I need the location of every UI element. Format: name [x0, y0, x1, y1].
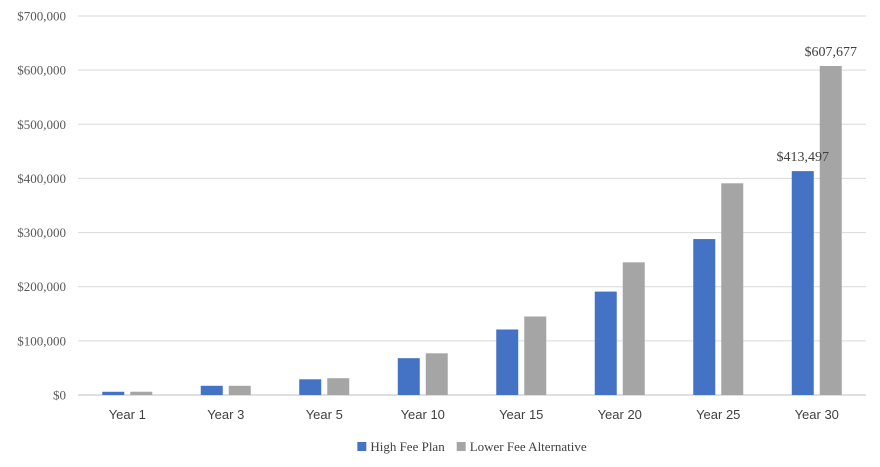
data-labels: $413,497 $607,677 — [777, 45, 858, 165]
x-tick-label: Year 25 — [696, 407, 740, 422]
y-tick-label: $300,000 — [17, 225, 66, 240]
x-tick-label: Year 1 — [109, 407, 146, 422]
x-tick-label: Year 15 — [499, 407, 543, 422]
bar-high-fee-year-25 — [693, 239, 716, 395]
y-tick-label: $400,000 — [17, 171, 66, 186]
legend-swatch — [456, 442, 466, 451]
bar-lower-fee-year-20 — [622, 262, 645, 395]
x-tick-label: Year 5 — [306, 407, 343, 422]
x-tick-label: Year 10 — [401, 407, 445, 422]
y-tick-label: $600,000 — [17, 63, 66, 78]
x-tick-label: Year 20 — [598, 407, 642, 422]
legend-label: High Fee Plan — [370, 439, 445, 454]
bar-high-fee-year-30 — [791, 171, 814, 395]
legend: High Fee Plan Lower Fee Alternative — [357, 439, 587, 454]
bar-lower-fee-year-15 — [524, 316, 547, 395]
data-label: $607,677 — [805, 45, 858, 60]
bar-lower-fee-year-10 — [425, 353, 448, 395]
bar-lower-fee-year-5 — [327, 378, 350, 395]
y-axis-tick-labels: $0 $100,000 $200,000 $300,000 $400,000 $500,0… — [17, 9, 66, 403]
gridlines — [78, 15, 866, 396]
x-axis-tick-labels: Year 1 Year 3 Year 5 Year 10 Year 15 Year 20 Y… — [109, 407, 839, 422]
bar-high-fee-year-1 — [102, 391, 125, 395]
bar-high-fee-year-5 — [299, 379, 322, 395]
bar-high-fee-year-15 — [496, 329, 519, 395]
legend-swatch — [357, 442, 367, 451]
y-tick-label: $100,000 — [17, 333, 66, 348]
bar-lower-fee-year-25 — [721, 183, 744, 395]
bars — [102, 65, 842, 395]
bar-high-fee-year-3 — [200, 385, 223, 395]
x-tick-label: Year 3 — [207, 407, 244, 422]
y-tick-label: $200,000 — [17, 279, 66, 294]
y-tick-label: $0 — [53, 388, 66, 403]
y-tick-label: $500,000 — [17, 117, 66, 132]
bar-lower-fee-year-30 — [819, 65, 842, 395]
x-tick-label: Year 30 — [795, 407, 839, 422]
bar-lower-fee-year-3 — [228, 385, 251, 395]
bar-lower-fee-year-1 — [130, 391, 153, 395]
legend-label: Lower Fee Alternative — [470, 439, 587, 454]
bar-high-fee-year-10 — [397, 358, 420, 395]
data-label: $413,497 — [777, 150, 830, 165]
y-tick-label: $700,000 — [17, 9, 66, 24]
bar-high-fee-year-20 — [594, 291, 617, 395]
